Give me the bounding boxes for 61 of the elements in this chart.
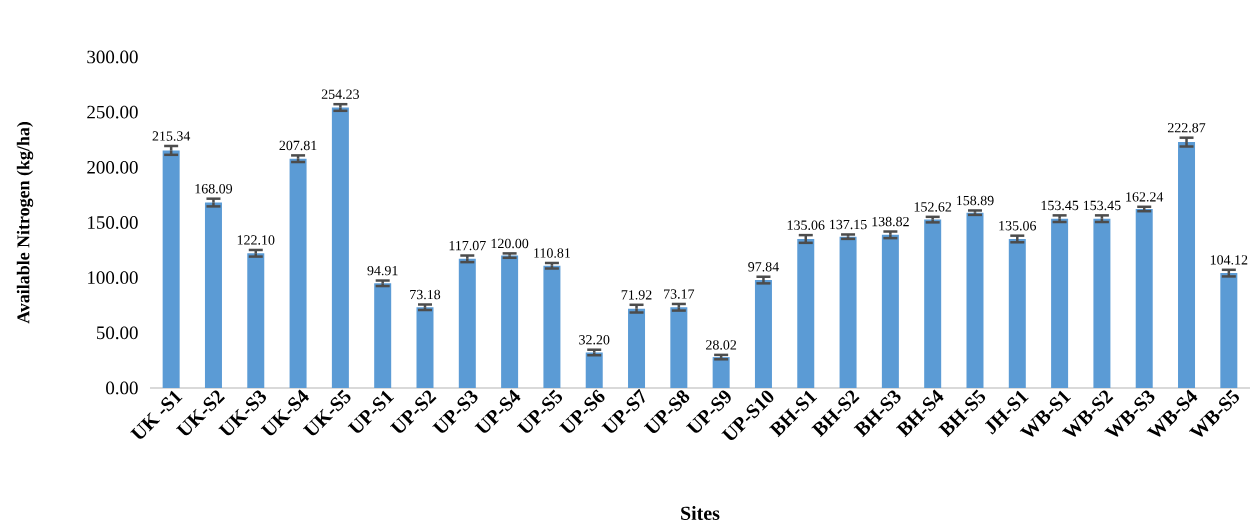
bar — [628, 308, 646, 388]
bar — [162, 150, 180, 388]
y-tick-label: 50.00 — [96, 326, 138, 340]
data-label: 153.45 — [1041, 200, 1079, 211]
bar — [670, 307, 688, 388]
bar — [797, 238, 815, 388]
bar — [839, 236, 857, 388]
bar — [966, 212, 984, 388]
bar — [1178, 142, 1196, 388]
bar — [458, 258, 476, 388]
bar — [585, 352, 603, 388]
bar — [331, 107, 349, 388]
data-label: 215.34 — [152, 131, 191, 141]
data-label: 153.45 — [1083, 200, 1121, 211]
data-label: 73.17 — [664, 289, 695, 299]
data-label: 222.87 — [1167, 123, 1206, 133]
bar — [204, 202, 222, 388]
y-tick-label: 100.00 — [88, 271, 138, 285]
data-label: 207.81 — [279, 140, 317, 151]
bar — [501, 255, 519, 388]
bar — [924, 219, 942, 388]
bar — [881, 234, 899, 388]
y-tick-label: 0.00 — [106, 381, 138, 395]
y-tick-label: 250.00 — [87, 105, 138, 119]
bar — [543, 265, 561, 388]
data-label: 110.81 — [534, 248, 570, 258]
data-label: 32.20 — [579, 335, 610, 345]
data-label: 73.18 — [410, 289, 441, 300]
data-label: 122.10 — [237, 235, 275, 245]
bar — [1093, 218, 1111, 388]
x-axis-title: Sites — [681, 505, 720, 520]
bar — [289, 158, 307, 388]
bar — [247, 253, 265, 388]
data-label: 71.92 — [621, 290, 652, 300]
data-label: 254.23 — [321, 89, 360, 99]
data-label: 135.06 — [787, 220, 825, 230]
data-label: 168.09 — [195, 184, 233, 194]
data-label: 120.00 — [491, 238, 529, 249]
bar — [1220, 273, 1238, 388]
data-label: 104.12 — [1210, 255, 1248, 265]
data-label: 94.91 — [367, 265, 398, 276]
data-label: 97.84 — [748, 262, 779, 272]
bar — [1135, 208, 1153, 388]
data-label: 28.02 — [706, 340, 737, 350]
y-axis-title: Available Nitrogen (kg/ha) — [16, 122, 34, 324]
bar — [1051, 218, 1069, 388]
data-label: 158.89 — [957, 195, 994, 206]
bar — [416, 307, 434, 388]
bar — [754, 280, 772, 388]
y-tick-label: 150.00 — [88, 216, 138, 229]
bar — [1008, 238, 1026, 388]
data-label: 117.07 — [449, 240, 486, 251]
data-label: 137.15 — [830, 219, 867, 230]
data-label: 135.06 — [999, 220, 1037, 231]
y-tick-label: 300.00 — [87, 50, 138, 64]
y-tick-label: 200.00 — [87, 160, 138, 174]
bar — [374, 283, 392, 388]
data-label: 152.62 — [914, 202, 952, 212]
data-label: 138.82 — [872, 216, 909, 227]
bar — [712, 357, 730, 388]
data-label: 162.24 — [1126, 192, 1164, 202]
